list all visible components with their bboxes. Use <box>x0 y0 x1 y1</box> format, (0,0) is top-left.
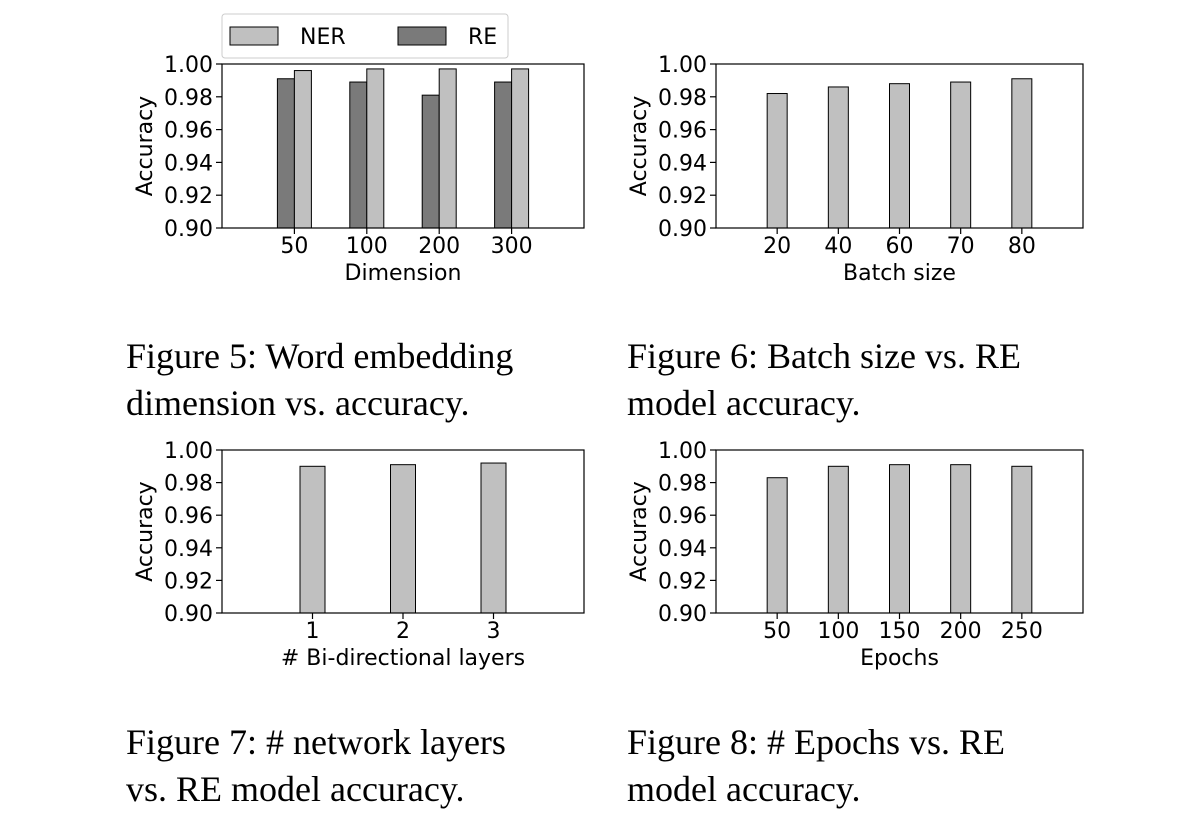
bar-70 <box>950 81 972 229</box>
y-tick-label: 0.98 <box>164 472 213 497</box>
y-axis-label: Accuracy <box>133 96 158 196</box>
x-axis-label: Batch size <box>843 261 956 286</box>
plot-frame <box>221 63 585 229</box>
y-tick-label: 0.96 <box>658 504 707 529</box>
x-axis-label: # Bi-directional layers <box>281 646 525 671</box>
legend-label-re: RE <box>468 25 497 50</box>
y-tick-label: 0.94 <box>164 537 213 562</box>
figure-7-caption-line-1: Figure 7: # network layers <box>126 722 506 762</box>
x-axis-label: Epochs <box>860 646 939 671</box>
bar-20 <box>766 93 788 229</box>
y-tick-label: 0.92 <box>658 184 707 209</box>
y-axis-label: Accuracy <box>627 481 652 581</box>
figure-5-caption: Figure 5: Word embedding dimension vs. a… <box>126 333 592 427</box>
bar-250 <box>1011 465 1033 614</box>
y-tick-label: 1.00 <box>164 439 213 464</box>
x-tick-label: 100 <box>817 619 859 644</box>
figure-6-caption-line-1: Figure 6: Batch size vs. RE <box>627 336 1021 376</box>
y-tick-label: 0.96 <box>164 504 213 529</box>
y-tick-label: 0.90 <box>164 217 213 242</box>
y-tick-label: 0.90 <box>658 217 707 242</box>
y-tick-label: 0.92 <box>658 569 707 594</box>
bar-2 <box>390 464 416 614</box>
y-tick-label: 1.00 <box>164 53 213 78</box>
figure-5-panel: 0.90 0.92 0.94 0.96 0.98 1.00 50 100 200 300 Dimen… <box>0 0 600 300</box>
x-tick-label: 60 <box>886 234 914 259</box>
y-tick-label: 0.98 <box>164 86 213 111</box>
legend: NER RE <box>221 13 509 59</box>
x-tick-label: 200 <box>418 234 460 259</box>
figure-6-panel: 0.90 0.92 0.94 0.96 0.98 1.00 20 40 60 70 80 Batch … <box>600 0 1184 300</box>
x-tick-label: 1 <box>306 619 320 644</box>
y-tick-label: 0.94 <box>658 537 707 562</box>
figure-7-caption: Figure 7: # network layers vs. RE model … <box>126 719 592 813</box>
figure-8-caption: Figure 8: # Epochs vs. RE model accuracy… <box>627 719 1094 813</box>
x-tick-label: 250 <box>1001 619 1043 644</box>
legend-box <box>221 13 509 59</box>
figure-7-panel: 0.90 0.92 0.94 0.96 0.98 1.00 1 2 3 # Bi-directio… <box>0 420 600 700</box>
figure-8-panel: 0.90 0.92 0.94 0.96 0.98 1.00 50 100 150 200 250 Ep… <box>600 420 1184 700</box>
y-tick-label: 1.00 <box>658 53 707 78</box>
figure-5-chart: 0.90 0.92 0.94 0.96 0.98 1.00 50 100 200 300 Dimen… <box>133 13 585 286</box>
legend-swatch-re <box>397 26 447 46</box>
bar-1 <box>299 465 326 614</box>
bar-80 <box>1011 78 1033 229</box>
figure-8-caption-line-2: model accuracy. <box>627 769 861 809</box>
figure-8-caption-line-1: Figure 8: # Epochs vs. RE <box>627 722 1005 762</box>
bar-re-50 <box>276 78 295 229</box>
figure-6-chart: 0.90 0.92 0.94 0.96 0.98 1.00 20 40 60 70 80 Batch … <box>627 53 1084 286</box>
bar-3 <box>480 462 507 614</box>
x-tick-label: 200 <box>940 619 982 644</box>
y-tick-label: 0.96 <box>164 119 213 144</box>
x-axis-label: Dimension <box>345 261 462 286</box>
x-tick-label: 2 <box>396 619 410 644</box>
y-axis-label: Accuracy <box>627 96 652 196</box>
x-tick-label: 70 <box>947 234 975 259</box>
x-tick-label: 150 <box>879 619 921 644</box>
y-tick-label: 0.98 <box>658 472 707 497</box>
bar-200 <box>950 464 972 614</box>
bar-re-200 <box>421 94 440 229</box>
y-tick-label: 1.00 <box>658 439 707 464</box>
figure-5-caption-line-1: Figure 5: Word embedding <box>126 336 514 376</box>
bar-ner-200 <box>438 68 457 229</box>
x-tick-label: 80 <box>1008 234 1036 259</box>
x-tick-label: 300 <box>491 234 533 259</box>
figure-7-caption-line-2: vs. RE model accuracy. <box>126 769 465 809</box>
y-tick-label: 0.94 <box>164 151 213 176</box>
y-tick-label: 0.96 <box>658 119 707 144</box>
y-tick-label: 0.98 <box>658 86 707 111</box>
bar-ner-100 <box>366 68 385 229</box>
bar-50 <box>766 477 788 614</box>
figure-6-caption: Figure 6: Batch size vs. RE model accura… <box>627 333 1094 427</box>
x-tick-label: 50 <box>280 234 308 259</box>
y-axis-label: Accuracy <box>133 481 158 581</box>
y-tick-label: 0.90 <box>658 602 707 627</box>
bar-150 <box>889 464 910 614</box>
bar-40 <box>827 86 849 229</box>
figure-8-chart: 0.90 0.92 0.94 0.96 0.98 1.00 50 100 150 200 250 Ep… <box>627 439 1084 671</box>
figure-7-chart: 0.90 0.92 0.94 0.96 0.98 1.00 1 2 3# Bi-directio… <box>133 439 585 671</box>
y-tick-label: 0.90 <box>164 602 213 627</box>
legend-label-ner: NER <box>300 25 346 50</box>
bar-ner-300 <box>511 68 530 229</box>
bar-re-300 <box>494 81 513 229</box>
x-tick-label: 40 <box>824 234 852 259</box>
x-tick-label: 100 <box>346 234 388 259</box>
y-tick-label: 0.94 <box>658 151 707 176</box>
figure-6-caption-line-2: model accuracy. <box>627 383 861 423</box>
bar-60 <box>889 83 910 229</box>
legend-swatch-ner <box>229 26 279 46</box>
y-tick-label: 0.92 <box>164 184 213 209</box>
bar-re-100 <box>349 81 368 229</box>
figure-5-caption-line-2: dimension vs. accuracy. <box>126 383 470 423</box>
bar-ner-50 <box>293 70 312 229</box>
x-tick-label: 20 <box>763 234 791 259</box>
x-tick-label: 50 <box>763 619 791 644</box>
x-tick-label: 3 <box>487 619 501 644</box>
bar-100 <box>827 465 849 614</box>
y-tick-label: 0.92 <box>164 569 213 594</box>
